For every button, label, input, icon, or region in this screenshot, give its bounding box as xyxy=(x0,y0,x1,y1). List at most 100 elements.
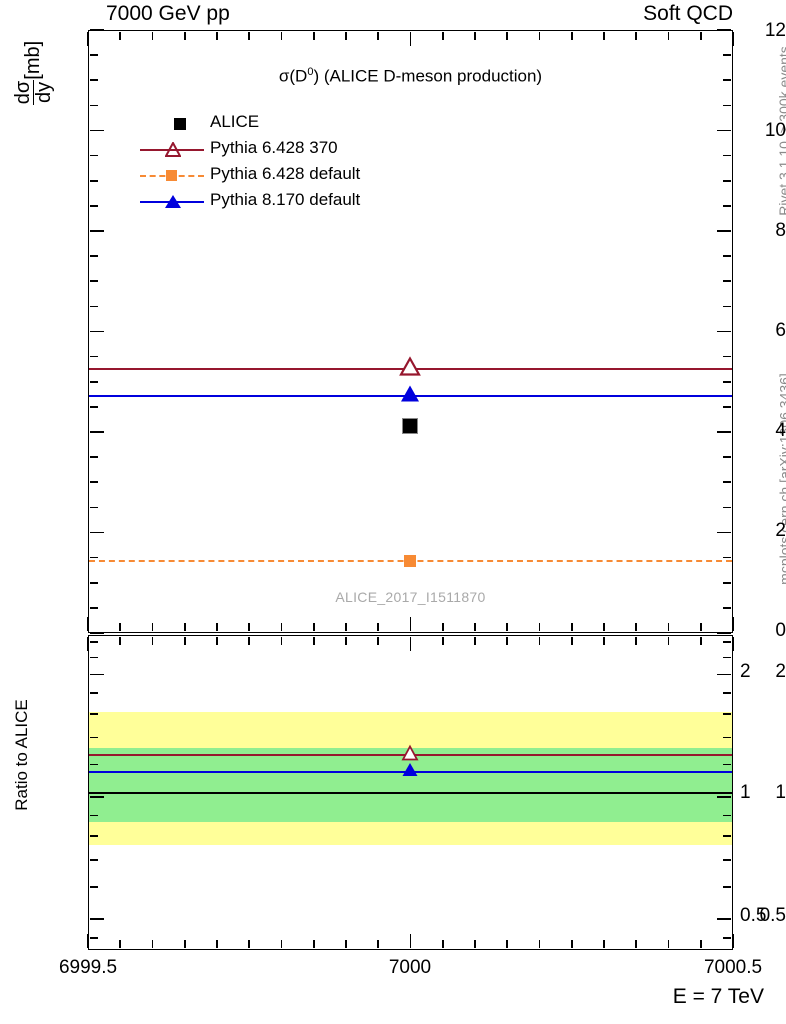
tick-mark xyxy=(723,835,732,837)
legend-line-solid-darkred xyxy=(140,149,204,152)
tick-mark xyxy=(723,937,732,939)
tick-mark xyxy=(89,656,98,659)
tick-mark xyxy=(723,305,732,308)
tick-mark xyxy=(151,636,154,645)
tick-mark xyxy=(216,31,218,40)
tick-mark xyxy=(89,380,98,383)
tick-mark xyxy=(474,940,476,949)
tick-mark xyxy=(570,636,573,645)
tick-mark xyxy=(506,636,509,645)
tick-mark xyxy=(248,940,251,949)
tick-mark xyxy=(377,31,380,40)
tick-mark xyxy=(732,31,734,46)
tick-mark xyxy=(474,636,476,645)
tick-mark xyxy=(723,713,732,715)
tick-mark xyxy=(538,940,541,949)
tick-mark xyxy=(280,940,283,949)
tick-mark xyxy=(723,886,732,888)
tick-mark xyxy=(89,886,98,888)
tick-mark xyxy=(409,934,412,949)
tick-mark xyxy=(409,31,412,46)
header-collision-system: 7000 GeV pp xyxy=(106,2,230,25)
tick-mark xyxy=(119,31,122,40)
data-marker-pythia6-370 xyxy=(399,356,421,382)
tick-mark xyxy=(717,531,732,534)
legend-entry-pythia6-370: Pythia 6.428 370 xyxy=(140,138,440,163)
tick-mark xyxy=(723,656,732,659)
tick-mark xyxy=(717,29,732,31)
header-analysis-category: Soft QCD xyxy=(643,2,733,25)
tick-mark xyxy=(89,632,104,634)
y-tick-label-10: 10 xyxy=(764,120,786,141)
legend-label-pythia6-370: Pythia 6.428 370 xyxy=(210,138,338,157)
tick-mark xyxy=(723,79,732,82)
tick-mark xyxy=(441,31,444,40)
tick-mark xyxy=(151,623,154,632)
tick-mark xyxy=(89,506,98,509)
tick-mark xyxy=(723,556,732,559)
tick-mark xyxy=(89,179,98,182)
y-axis-unit: [mb] xyxy=(21,40,44,80)
tick-mark xyxy=(89,835,98,837)
data-marker-pythia6-default xyxy=(404,555,416,567)
tick-mark xyxy=(538,623,541,632)
tick-mark xyxy=(89,918,104,920)
tick-mark xyxy=(89,205,98,207)
tick-mark xyxy=(119,623,122,632)
tick-mark xyxy=(183,623,186,632)
tick-mark xyxy=(89,29,104,31)
ratio-y-tick-label-2-right: 2 xyxy=(740,661,751,682)
legend-marker-filled-square-icon xyxy=(174,118,186,130)
tick-mark xyxy=(603,940,605,949)
tick-mark xyxy=(723,355,732,358)
tick-mark xyxy=(723,814,732,817)
tick-mark xyxy=(667,636,670,645)
x-tick-label-mid: 7000 xyxy=(388,957,432,978)
tick-mark xyxy=(89,406,98,408)
tick-mark xyxy=(87,934,89,949)
tick-mark xyxy=(635,940,638,949)
tick-mark xyxy=(474,623,476,632)
tick-mark xyxy=(89,104,98,107)
ratio-y-axis-label: Ratio to ALICE xyxy=(12,699,31,811)
tick-mark xyxy=(717,796,732,798)
y-tick-label-12: 12 xyxy=(764,20,786,41)
legend-label-pythia6-default: Pythia 6.428 default xyxy=(210,164,361,183)
tick-mark xyxy=(312,940,315,949)
tick-mark xyxy=(216,636,218,645)
legend-entry-pythia8-default: Pythia 8.170 default xyxy=(140,190,440,215)
tick-mark xyxy=(699,940,702,949)
tick-mark xyxy=(723,736,732,739)
tick-mark xyxy=(570,623,573,632)
tick-mark xyxy=(89,641,98,643)
tick-mark xyxy=(409,636,412,651)
tick-mark xyxy=(89,280,98,283)
x-tick-label-max: 7000.5 xyxy=(703,957,763,978)
tick-mark xyxy=(723,581,732,584)
x-tick-label-min: 6999.5 xyxy=(58,957,118,978)
tick-mark xyxy=(89,54,98,56)
tick-mark xyxy=(717,330,732,333)
tick-mark xyxy=(635,623,638,632)
tick-mark xyxy=(699,623,702,632)
tick-mark xyxy=(312,31,315,40)
ratio-y-tick-label-05-right: 0.5 xyxy=(740,905,767,926)
legend-label-pythia8-default: Pythia 8.170 default xyxy=(210,190,361,209)
ratio-y-tick-label-05-left: 0.5 xyxy=(759,905,786,926)
y-axis-denominator: dy xyxy=(32,81,55,104)
x-axis-label: E = 7 TeV xyxy=(672,985,764,1008)
tick-mark xyxy=(89,431,104,433)
tick-mark xyxy=(538,636,541,645)
mcplots-reference-annotation: mcplots.cern.ch [arXiv:1306.3436] xyxy=(776,373,786,585)
tick-mark xyxy=(183,940,186,949)
ratio-y-tick-label-2-left: 2 xyxy=(775,661,786,682)
tick-mark xyxy=(441,940,444,949)
tick-mark xyxy=(377,636,380,645)
legend-entry-alice: ALICE xyxy=(140,112,440,137)
tick-mark xyxy=(345,31,347,40)
tick-mark xyxy=(717,129,732,132)
tick-mark xyxy=(248,623,251,632)
tick-mark xyxy=(723,406,732,408)
tick-mark xyxy=(89,858,98,861)
tick-mark xyxy=(723,763,732,766)
